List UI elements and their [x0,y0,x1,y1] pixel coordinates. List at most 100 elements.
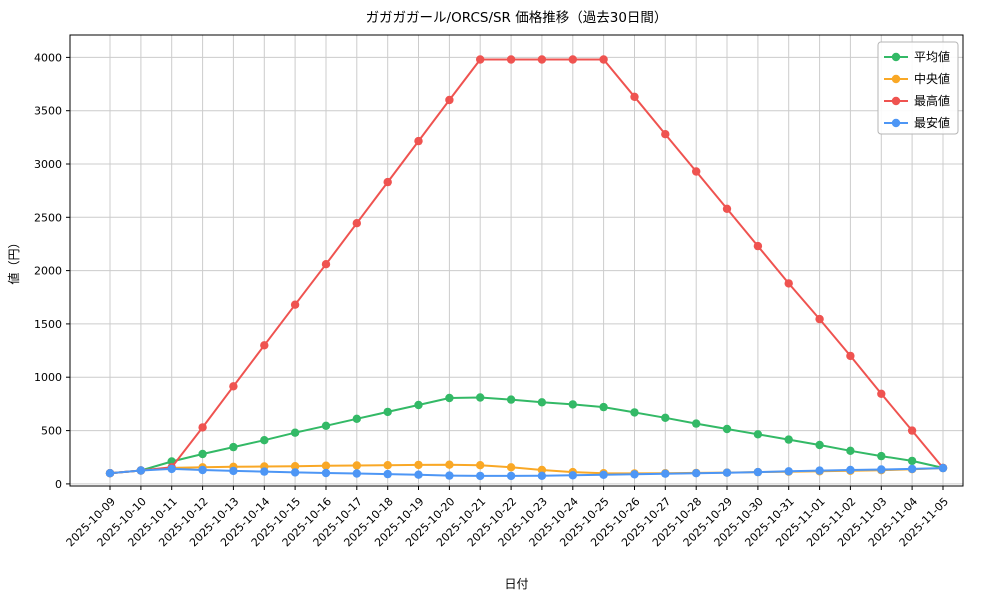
data-point-marker [321,468,331,478]
data-point-marker [784,435,793,444]
data-point-marker [599,55,608,64]
data-point-marker [537,55,547,64]
data-point-marker [630,92,639,102]
data-point-marker [414,470,423,479]
data-point-marker [445,393,454,403]
data-point-marker [722,424,732,434]
data-point-marker [383,469,392,479]
legend-marker-icon [891,118,901,128]
data-point-marker [506,395,516,404]
data-point-marker [198,449,207,459]
legend-label: 最安値 [914,115,950,130]
data-point-marker [445,471,454,480]
data-point-marker [352,414,361,423]
data-point-marker [383,177,392,187]
data-point-marker [753,430,763,439]
legend-marker-icon [891,96,901,106]
data-point-marker [506,55,516,64]
data-point-marker [414,400,423,410]
data-point-marker [506,471,516,481]
series-line-最高値 [109,58,944,475]
data-point-marker [753,467,763,477]
data-point-marker [290,468,300,477]
data-point-marker [537,398,547,407]
y-tick-label: 1000 [34,371,62,384]
data-point-marker [260,467,269,476]
data-point-marker [290,300,300,309]
data-point-marker [476,393,485,402]
data-point-marker [722,204,732,213]
data-point-marker [321,421,331,430]
data-point-marker [321,461,331,470]
data-point-marker [722,468,732,477]
data-point-marker [352,219,361,228]
series-line-平均値 [109,396,944,475]
data-point-marker [661,469,670,478]
data-point-marker [907,456,917,466]
chart-title: ガガガガール/ORCS/SR 価格推移（過去30日間） [366,10,668,26]
data-point-marker [784,467,793,476]
legend-label: 最高値 [914,93,950,108]
data-point-marker [938,463,948,473]
data-point-marker [136,466,146,475]
data-point-marker [105,469,115,478]
data-point-marker [352,469,361,478]
data-point-marker [815,466,824,475]
data-point-marker [445,95,454,105]
data-point-marker [907,464,917,474]
data-point-marker [476,461,485,470]
y-tick-label: 3500 [34,105,62,118]
data-point-marker [568,55,577,64]
data-point-marker [198,465,207,475]
data-point-marker [877,389,886,398]
data-point-marker [877,465,886,474]
y-tick-label: 0 [55,478,62,491]
data-point-marker [260,436,269,445]
legend-marker-icon [891,52,901,62]
data-point-marker [476,55,485,64]
data-point-marker [846,465,855,475]
data-point-marker [630,408,639,417]
legend-marker-icon [891,74,901,84]
data-point-marker [661,130,670,139]
data-point-marker [877,451,886,461]
y-tick-label: 4000 [34,51,62,64]
data-point-marker [815,314,824,324]
data-point-marker [290,428,300,437]
data-point-marker [599,402,608,412]
data-point-marker [229,382,238,391]
data-point-marker [414,460,423,470]
series-line-最安値 [109,467,944,477]
data-point-marker [476,471,485,481]
x-axis-label: 日付 [504,577,528,591]
data-point-marker [599,470,608,479]
legend-label: 平均値 [914,49,950,64]
y-tick-label: 3000 [34,158,62,171]
data-point-marker [630,470,639,479]
data-point-marker [784,279,793,288]
data-point-marker [198,423,207,432]
y-tick-label: 2500 [34,211,62,224]
data-point-marker [383,407,392,417]
data-point-marker [229,466,238,476]
data-point-marker [229,442,238,452]
data-point-marker [414,136,423,146]
data-point-marker [445,460,454,469]
y-tick-label: 2000 [34,265,62,278]
y-tick-label: 1500 [34,318,62,331]
data-point-marker [692,469,701,478]
data-point-marker [815,440,824,450]
data-point-marker [568,400,577,409]
data-point-marker [846,351,855,361]
data-point-marker [506,463,516,472]
data-point-marker [167,464,176,474]
legend-box [877,41,959,135]
data-point-marker [290,462,300,471]
y-axis-label: 値（円） [6,236,21,284]
data-point-marker [907,426,917,435]
data-point-marker [260,341,269,350]
y-tick-label: 500 [41,425,62,438]
